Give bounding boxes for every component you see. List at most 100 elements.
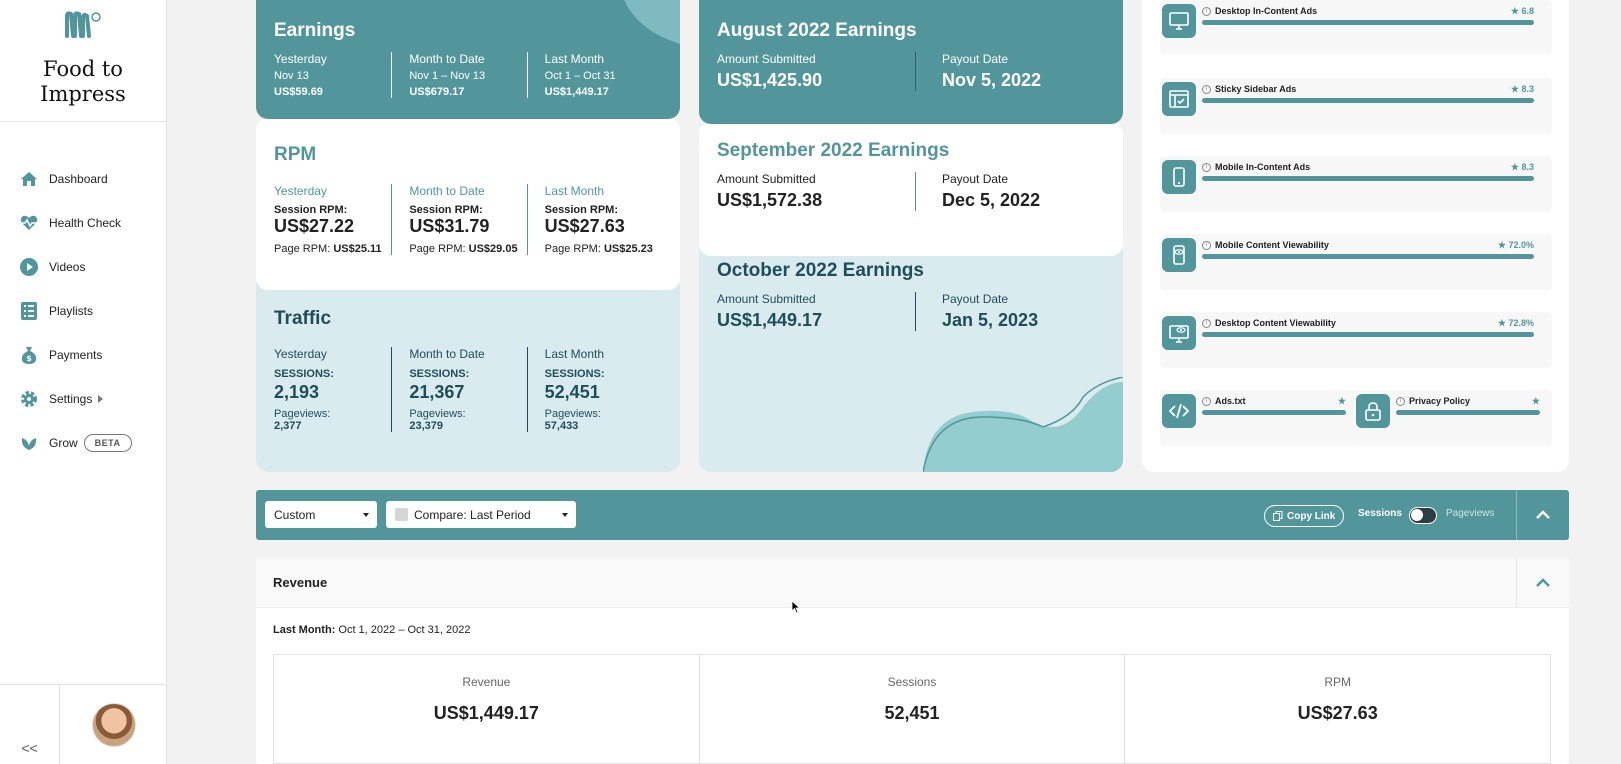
october-columns: Amount Submitted US$1,449.17 Payout Date…	[717, 292, 1105, 331]
stat-sessions: Sessions 52,451	[698, 655, 1125, 763]
collapse-toolbar-button[interactable]	[1516, 490, 1569, 540]
info-icon[interactable]: i	[1202, 240, 1211, 250]
september-amount: Amount Submitted US$1,572.38	[717, 172, 915, 211]
collapse-sidebar-button[interactable]: <<	[0, 685, 60, 764]
home-icon	[21, 172, 37, 186]
health-item-mobile-content-viewability[interactable]: i Mobile Content Viewability ★ 72.0%	[1160, 234, 1552, 290]
nav-item-playlists[interactable]: Playlists	[0, 289, 166, 333]
period-value: Oct 1, 2022 – Oct 31, 2022	[338, 624, 471, 636]
svg-text:$: $	[26, 354, 32, 363]
session-rpm-value: US$27.63	[544, 216, 625, 236]
health-check-panel: i Desktop In-Content Ads ★ 6.8 i Sticky Si…	[1142, 0, 1569, 472]
nav-item-payments[interactable]: $ Payments	[0, 333, 166, 377]
traffic-col-yesterday: Yesterday SESSIONS: 2,193 Pageviews: 2,3…	[274, 347, 391, 432]
desktop-icon	[1162, 4, 1196, 38]
page-rpm: Page RPM: US$25.23	[545, 243, 654, 255]
health-score-bar	[1202, 98, 1534, 103]
amount-submitted-value: US$1,572.38	[717, 190, 823, 210]
september-earnings-card: September 2022 Earnings Amount Submitted…	[699, 122, 1123, 256]
info-icon[interactable]: i	[1396, 396, 1405, 406]
info-icon[interactable]: i	[1202, 396, 1211, 406]
health-item-sticky-sidebar-ads[interactable]: i Sticky Sidebar Ads ★ 8.3	[1160, 78, 1552, 134]
nav-item-health-check[interactable]: Health Check	[0, 201, 166, 245]
caret-down-icon	[363, 513, 369, 517]
info-icon[interactable]: i	[1202, 318, 1211, 328]
period-label: Last Month:	[273, 624, 336, 636]
page-rpm: Page RPM: US$29.05	[409, 243, 518, 255]
revenue-stats: Revenue US$1,449.17 Sessions 52,451 RPM …	[273, 654, 1551, 764]
earnings-title: Earnings	[274, 20, 356, 41]
rpm-col-mtd: Month to Date Session RPM: US$31.79 Page…	[391, 184, 526, 255]
health-item-label: i Desktop Content Viewability	[1202, 318, 1336, 328]
sessions-label: SESSIONS:	[274, 368, 334, 380]
page-rpm-label: Page RPM:	[274, 243, 331, 255]
revenue-header: Revenue	[256, 558, 1569, 608]
collapse-revenue-button[interactable]	[1516, 558, 1569, 608]
august-payout-date: Payout Date Nov 5, 2022	[915, 52, 1105, 91]
session-rpm-label: Session RPM:	[274, 204, 348, 216]
leaf-icon	[21, 438, 37, 450]
payout-date-value: Jan 5, 2023	[942, 310, 1039, 330]
earnings-range: Oct 1 – Oct 31	[544, 70, 616, 82]
earnings-value: US$1,449.17	[544, 86, 609, 98]
logo-area: Food to Impress	[0, 0, 166, 122]
info-icon[interactable]: i	[1202, 6, 1211, 16]
health-item-privacy-policy[interactable]: i Privacy Policy ★	[1354, 390, 1552, 446]
nav-item-grow[interactable]: Grow BETA	[0, 421, 166, 465]
sidebar-ad-icon	[1162, 82, 1196, 116]
amount-submitted-label: Amount Submitted	[717, 52, 816, 66]
pageviews-label: Pageviews:	[544, 408, 601, 420]
toggle-sessions-label: Sessions	[1358, 508, 1402, 519]
rpm-card: RPM Yesterday Session RPM: US$27.22 Page…	[256, 118, 680, 290]
health-item-desktop-content-viewability[interactable]: i Desktop Content Viewability ★ 72.8%	[1160, 312, 1552, 368]
code-icon	[1162, 394, 1196, 428]
traffic-period-label: Yesterday	[274, 347, 327, 361]
traffic-col-mtd: Month to Date SESSIONS: 21,367 Pageviews…	[391, 347, 526, 432]
sessions-label: SESSIONS:	[544, 368, 605, 380]
list-icon	[21, 302, 37, 320]
amount-submitted-label: Amount Submitted	[717, 172, 816, 186]
nav-item-dashboard[interactable]: Dashboard	[0, 157, 166, 201]
desktop-eye-icon	[1162, 316, 1196, 350]
date-range-value: Custom	[274, 507, 316, 522]
payout-date-value: Dec 5, 2022	[942, 190, 1041, 210]
earnings-value: US$679.17	[409, 86, 465, 98]
info-icon[interactable]: i	[1202, 162, 1211, 172]
earnings-period-label: Yesterday	[274, 52, 327, 66]
rpm-period-label: Yesterday	[274, 184, 327, 198]
copy-link-label: Copy Link	[1287, 510, 1336, 522]
toggle-knob	[1411, 509, 1423, 521]
user-avatar[interactable]	[91, 702, 136, 747]
copy-link-button[interactable]: Copy Link	[1264, 505, 1345, 527]
health-item-mobile-in-content-ads[interactable]: i Mobile In-Content Ads ★ 8.3	[1160, 156, 1552, 212]
site-name-line1: Food to	[43, 57, 123, 81]
compare-select[interactable]: Compare: Last Period	[386, 501, 576, 528]
date-range-select[interactable]: Custom	[265, 501, 377, 528]
health-item-label: i Mobile In-Content Ads	[1202, 162, 1310, 172]
page-rpm-value: US$25.11	[333, 243, 382, 255]
page-rpm-value: US$25.23	[603, 243, 653, 255]
revenue-panel: Revenue Last Month: Oct 1, 2022 – Oct 31…	[256, 558, 1569, 764]
nav-label-videos: Videos	[49, 260, 86, 274]
health-score-value: 8.3	[1521, 162, 1534, 172]
nav-item-settings[interactable]: Settings	[0, 377, 166, 421]
payout-date-value: Nov 5, 2022	[942, 70, 1042, 90]
health-item-ads-txt[interactable]: i Ads.txt ★	[1160, 390, 1358, 446]
october-amount: Amount Submitted US$1,449.17	[717, 292, 915, 331]
mouse-cursor-icon	[791, 600, 801, 614]
health-item-score: ★ 72.0%	[1497, 240, 1534, 250]
stat-label: Sessions	[887, 675, 937, 689]
rpm-columns: Yesterday Session RPM: US$27.22 Page RPM…	[274, 184, 662, 255]
info-icon[interactable]: i	[1202, 84, 1211, 94]
decorative-wave-icon	[923, 377, 1123, 472]
health-item-desktop-in-content-ads[interactable]: i Desktop In-Content Ads ★ 6.8	[1160, 0, 1552, 54]
sessions-pageviews-toggle[interactable]	[1409, 507, 1437, 524]
august-amount: Amount Submitted US$1,425.90	[717, 52, 915, 91]
revenue-title: Revenue	[273, 575, 328, 590]
health-score-bar	[1202, 410, 1346, 415]
page-rpm: Page RPM: US$25.11	[274, 243, 383, 255]
mobile-eye-icon	[1162, 238, 1196, 272]
money-bag-icon: $	[21, 347, 37, 364]
nav-item-videos[interactable]: Videos	[0, 245, 166, 289]
health-score-bar	[1396, 410, 1540, 415]
